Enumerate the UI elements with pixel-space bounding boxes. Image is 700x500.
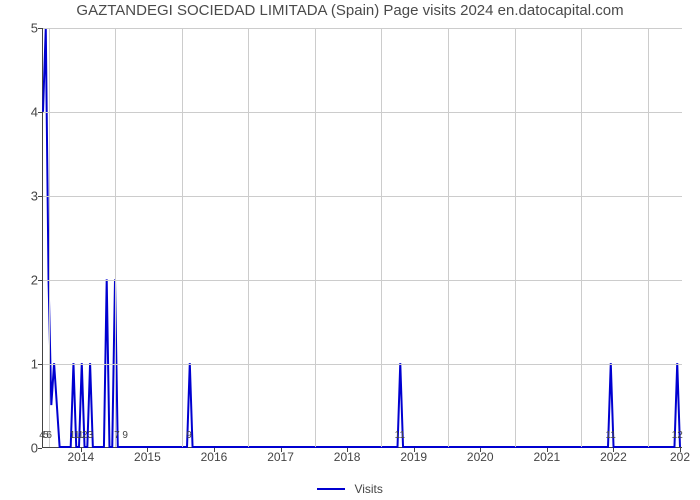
gridline-h xyxy=(43,280,682,281)
gridline-h xyxy=(43,112,682,113)
chart-container: GAZTANDEGI SOCIEDAD LIMITADA (Spain) Pag… xyxy=(0,0,700,500)
xtick-label: 2018 xyxy=(334,450,361,464)
line-series xyxy=(43,28,682,447)
gridline-h xyxy=(43,196,682,197)
xtick-label: 202 xyxy=(670,450,690,464)
plot-area xyxy=(42,28,682,448)
ytick-label: 1 xyxy=(8,357,38,372)
ytick-mark xyxy=(38,196,42,197)
gridline-v xyxy=(515,28,516,447)
xtick-mark xyxy=(147,448,148,452)
xtick-label: 2017 xyxy=(267,450,294,464)
legend-label: Visits xyxy=(354,482,382,496)
data-point-label: 9 xyxy=(186,430,192,441)
chart-title: GAZTANDEGI SOCIEDAD LIMITADA (Spain) Pag… xyxy=(0,2,700,19)
data-point-label: 6 xyxy=(46,430,52,441)
xtick-mark xyxy=(680,448,681,452)
ytick-mark xyxy=(38,280,42,281)
ytick-label: 4 xyxy=(8,105,38,120)
xtick-label: 2014 xyxy=(67,450,94,464)
data-point-label: 9 xyxy=(122,430,128,441)
xtick-mark xyxy=(347,448,348,452)
xtick-mark xyxy=(547,448,548,452)
legend-swatch xyxy=(317,488,345,490)
xtick-mark xyxy=(414,448,415,452)
xtick-mark xyxy=(214,448,215,452)
gridline-v xyxy=(115,28,116,447)
xtick-label: 2021 xyxy=(533,450,560,464)
ytick-label: 2 xyxy=(8,273,38,288)
ytick-mark xyxy=(38,364,42,365)
gridline-v xyxy=(381,28,382,447)
gridline-v xyxy=(648,28,649,447)
gridline-v xyxy=(49,28,50,447)
xtick-mark xyxy=(613,448,614,452)
xtick-label: 2015 xyxy=(134,450,161,464)
xtick-label: 2019 xyxy=(400,450,427,464)
gridline-v xyxy=(248,28,249,447)
gridline-v xyxy=(448,28,449,447)
gridline-h xyxy=(43,364,682,365)
data-point-label: 3 xyxy=(87,430,93,441)
gridline-v xyxy=(581,28,582,447)
ytick-label: 0 xyxy=(8,441,38,456)
data-point-label: 7 xyxy=(114,430,120,441)
legend: Visits xyxy=(0,481,700,496)
xtick-mark xyxy=(281,448,282,452)
ytick-label: 3 xyxy=(8,189,38,204)
data-point-label: 12 xyxy=(672,430,683,441)
gridline-v xyxy=(182,28,183,447)
ytick-mark xyxy=(38,28,42,29)
data-point-label: 11 xyxy=(605,430,615,441)
xtick-mark xyxy=(480,448,481,452)
ytick-label: 5 xyxy=(8,21,38,36)
gridline-v xyxy=(315,28,316,447)
data-point-label: 11 xyxy=(395,430,405,441)
ytick-mark xyxy=(38,448,42,449)
ytick-mark xyxy=(38,112,42,113)
xtick-label: 2016 xyxy=(201,450,228,464)
xtick-label: 2020 xyxy=(467,450,494,464)
visits-line xyxy=(43,28,680,447)
xtick-mark xyxy=(81,448,82,452)
xtick-label: 2022 xyxy=(600,450,627,464)
gridline-h xyxy=(43,28,682,29)
